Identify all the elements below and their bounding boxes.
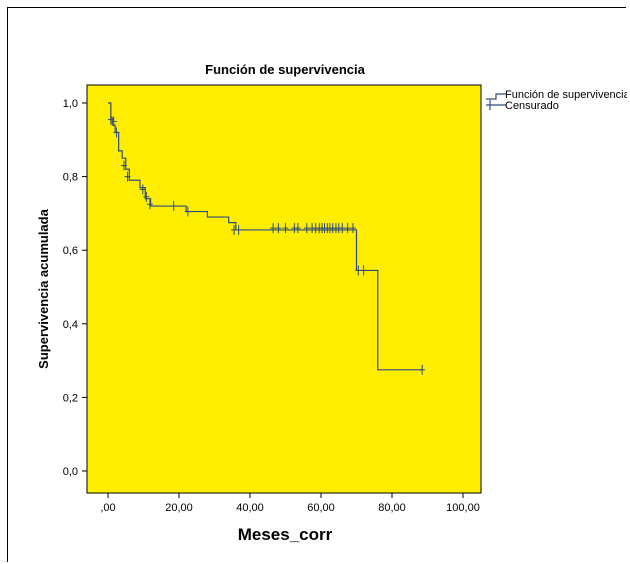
y-tick-label: 0,2 bbox=[63, 392, 78, 404]
y-tick-label: 0,4 bbox=[63, 319, 78, 331]
y-axis: 0,0 0,2 0,4 0,6 0,8 1,0 bbox=[63, 98, 87, 478]
censored-marks bbox=[107, 114, 426, 375]
x-tick-label: 80,00 bbox=[378, 502, 406, 514]
plot-area bbox=[86, 84, 482, 494]
y-tick-label: 1,0 bbox=[63, 98, 78, 110]
x-tick-label: 100,00 bbox=[446, 502, 480, 514]
chart-title: Función de supervivencia bbox=[205, 62, 365, 77]
y-tick-label: 0,6 bbox=[63, 245, 78, 257]
y-tick-label: 0,0 bbox=[63, 466, 78, 478]
legend-line-swatch bbox=[486, 93, 506, 100]
y-tick-label: 0,8 bbox=[63, 172, 78, 184]
x-axis: ,00 20,00 40,00 60,00 80,00 100,00 bbox=[100, 493, 480, 514]
x-tick-label: 40,00 bbox=[236, 502, 264, 514]
legend-label-censored: Censurado bbox=[505, 100, 559, 112]
x-axis-label: Meses_corr bbox=[238, 525, 333, 544]
x-tick-label: 20,00 bbox=[165, 502, 193, 514]
x-tick-label: ,00 bbox=[100, 502, 115, 514]
y-axis-label: Supervivencia acumulada bbox=[36, 208, 51, 368]
survival-chart: Función de supervivencia 0,0 0,2 0,4 0,6 0,8… bbox=[36, 62, 627, 544]
x-tick-label: 60,00 bbox=[307, 502, 335, 514]
legend: Función de supervivencia Censurado bbox=[486, 89, 627, 112]
legend-label-survival: Función de supervivencia bbox=[505, 89, 627, 101]
chart-frame: Función de supervivencia 0,0 0,2 0,4 0,6 0,8… bbox=[7, 7, 627, 562]
